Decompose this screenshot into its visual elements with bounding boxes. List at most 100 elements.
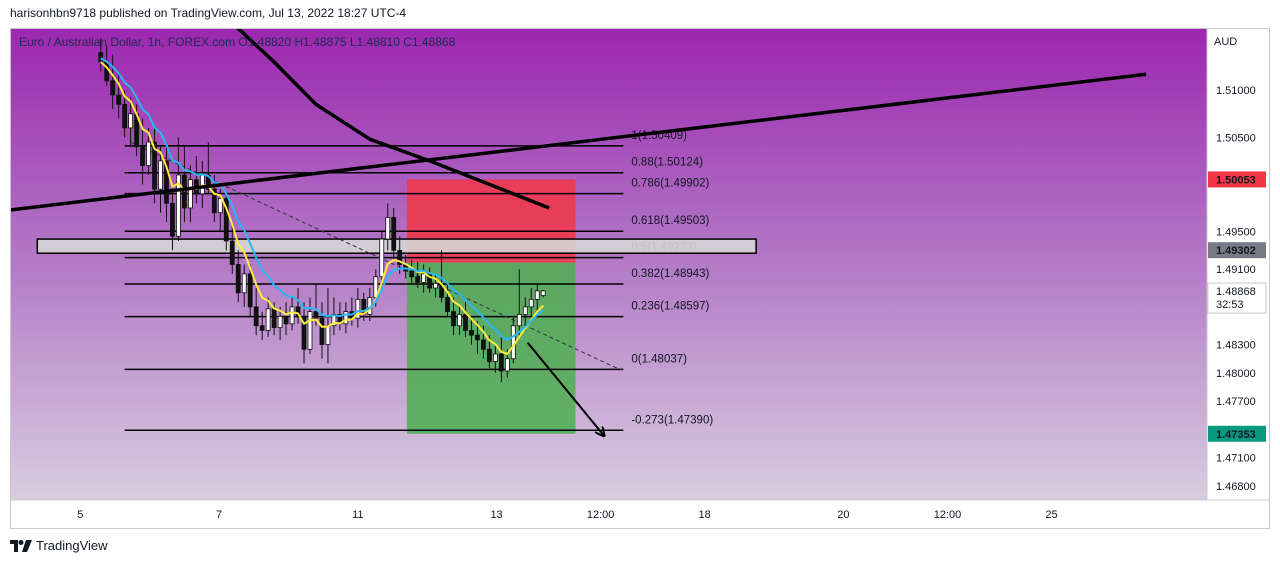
x-tick-label: 18	[699, 509, 711, 521]
candle-body	[481, 339, 486, 350]
candle	[528, 288, 534, 317]
candle-body	[319, 317, 325, 345]
candle	[283, 302, 289, 336]
dashed-trendline	[130, 141, 622, 371]
candle-body	[110, 80, 116, 96]
price-label: 1.48868	[1216, 286, 1256, 298]
x-tick-label: 7	[216, 509, 222, 521]
candle-body	[522, 306, 528, 315]
price-axis[interactable]	[1207, 29, 1270, 500]
candle	[457, 306, 462, 336]
candle	[235, 250, 241, 303]
candle-body	[205, 174, 211, 190]
candle-body	[528, 298, 534, 308]
candle-body	[397, 249, 403, 265]
price-label: 1.50053	[1216, 174, 1256, 186]
tradingview-footer[interactable]: TradingView	[10, 538, 108, 553]
candle-body	[421, 273, 427, 283]
candle-body	[217, 198, 223, 214]
candle-body	[504, 358, 510, 372]
candle	[445, 283, 450, 317]
candle-body	[152, 141, 157, 190]
currency-label: AUD	[1214, 36, 1237, 48]
candle-body	[433, 282, 438, 289]
candle	[164, 142, 169, 223]
candle	[415, 261, 421, 289]
candle-body	[415, 276, 421, 283]
fib-level-label: 0.382(1.48943)	[631, 268, 709, 280]
candle-body	[277, 315, 283, 329]
candle-body	[128, 113, 133, 129]
candle	[122, 90, 128, 138]
position-target-zone	[406, 262, 576, 434]
x-tick-label: 5	[77, 509, 83, 521]
fib-level-label: 0.236(1.48597)	[631, 301, 709, 313]
candle	[469, 316, 474, 345]
candle-body	[486, 348, 492, 362]
price-label: 1.47353	[1216, 429, 1256, 441]
candle-body	[116, 94, 122, 105]
fib-level-label: 0.786(1.49902)	[631, 178, 709, 190]
fib-level-label: 0.88(1.50124)	[631, 157, 703, 169]
candle-body	[540, 290, 546, 296]
candle	[277, 306, 283, 340]
time-axis[interactable]	[11, 500, 1270, 529]
candle	[379, 231, 385, 284]
candle-body	[187, 179, 193, 209]
candle	[170, 184, 175, 251]
candle	[152, 127, 157, 204]
candle	[463, 302, 468, 338]
y-tick-label: 1.47700	[1216, 396, 1256, 408]
candle	[295, 288, 301, 324]
candle-body	[265, 308, 271, 331]
fib-level-label: 0.618(1.49503)	[631, 215, 709, 227]
candle	[128, 97, 133, 147]
candle-body	[235, 264, 241, 294]
candle-body	[313, 311, 319, 319]
candle-body	[301, 315, 307, 350]
candle	[229, 222, 235, 274]
candle-body	[247, 273, 253, 308]
candle-body	[475, 334, 480, 341]
candle-body	[492, 353, 498, 362]
candle-body	[170, 202, 175, 237]
candle-body	[516, 314, 522, 327]
candle	[247, 264, 253, 317]
candle	[475, 321, 480, 354]
chart-panel[interactable]: 1(1.50409) 0.88(1.50124) 0.786(1.49902) 0.6…	[10, 28, 1270, 529]
chart-canvas[interactable]: 1(1.50409)0.88(1.50124)0.786(1.49902)0.6…	[11, 29, 1270, 529]
countdown-label: 32:53	[1216, 299, 1244, 311]
candle	[223, 193, 229, 251]
price-label: 1.49302	[1216, 245, 1256, 257]
x-tick-label: 13	[490, 509, 502, 521]
candle-body	[451, 311, 456, 327]
candle	[110, 54, 116, 110]
candle-body	[211, 188, 217, 214]
candle	[385, 203, 391, 251]
candle-body	[289, 306, 295, 325]
candle	[409, 259, 415, 284]
support-zone-rect	[36, 238, 757, 254]
candle	[391, 207, 397, 260]
x-tick-label: 20	[837, 509, 849, 521]
candle-body	[463, 314, 468, 331]
y-tick-label: 1.48000	[1216, 368, 1256, 380]
candle-body	[534, 290, 540, 300]
candle	[355, 288, 361, 328]
candle-body	[457, 314, 462, 327]
candle-body	[343, 311, 349, 325]
candle	[187, 165, 193, 223]
plot-background	[11, 29, 1207, 500]
long-moving-average-line	[236, 29, 550, 210]
candle-body	[176, 174, 181, 237]
candle-body	[498, 353, 504, 372]
symbol-info: Euro / Australian Dollar, 1h, FOREX.com …	[19, 35, 456, 49]
ma-slow-line	[100, 57, 544, 341]
candle-body	[445, 297, 450, 313]
candle-body	[241, 273, 247, 294]
candle-body	[355, 298, 361, 319]
y-tick-label: 1.48300	[1216, 340, 1256, 352]
y-tick-label: 1.49100	[1216, 264, 1256, 276]
candle	[307, 297, 313, 354]
x-tick-label: 12:00	[587, 509, 615, 521]
